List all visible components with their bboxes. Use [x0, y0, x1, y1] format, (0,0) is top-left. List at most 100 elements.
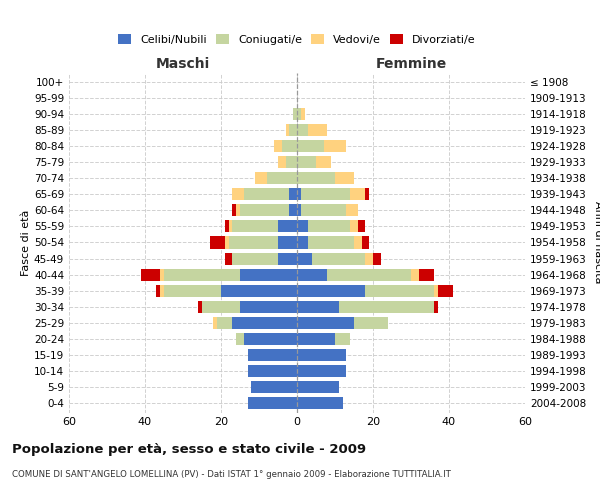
Bar: [297, 397, 343, 409]
Bar: [297, 349, 346, 361]
Bar: [202, 300, 297, 312]
Bar: [236, 332, 297, 344]
Bar: [198, 300, 297, 312]
Bar: [286, 124, 297, 136]
Bar: [240, 300, 297, 312]
Bar: [232, 316, 297, 328]
Bar: [232, 220, 297, 232]
Bar: [297, 236, 369, 248]
Bar: [297, 300, 434, 312]
Bar: [297, 172, 354, 184]
Bar: [297, 156, 316, 168]
Bar: [214, 316, 297, 328]
Bar: [297, 252, 312, 264]
Bar: [248, 349, 297, 361]
Bar: [297, 188, 301, 200]
Bar: [297, 381, 339, 393]
Bar: [297, 108, 305, 120]
Bar: [297, 397, 343, 409]
Bar: [289, 124, 297, 136]
Bar: [297, 188, 365, 200]
Bar: [248, 349, 297, 361]
Bar: [164, 268, 297, 280]
Bar: [297, 316, 388, 328]
Bar: [297, 268, 434, 280]
Bar: [229, 236, 297, 248]
Bar: [278, 220, 297, 232]
Bar: [297, 316, 388, 328]
Bar: [297, 365, 346, 377]
Bar: [289, 204, 297, 216]
Bar: [297, 236, 362, 248]
Bar: [297, 268, 419, 280]
Bar: [286, 156, 297, 168]
Bar: [209, 236, 297, 248]
Bar: [255, 172, 297, 184]
Bar: [297, 124, 328, 136]
Bar: [225, 252, 297, 264]
Bar: [244, 332, 297, 344]
Bar: [297, 204, 358, 216]
Text: Femmine: Femmine: [376, 57, 446, 71]
Bar: [297, 381, 339, 393]
Bar: [297, 252, 380, 264]
Y-axis label: Fasce di età: Fasce di età: [21, 210, 31, 276]
Bar: [282, 140, 297, 152]
Bar: [297, 332, 350, 344]
Bar: [274, 140, 297, 152]
Bar: [251, 381, 297, 393]
Bar: [297, 365, 346, 377]
Bar: [248, 365, 297, 377]
Bar: [289, 188, 297, 200]
Bar: [232, 252, 297, 264]
Bar: [297, 172, 354, 184]
Bar: [248, 397, 297, 409]
Bar: [297, 124, 328, 136]
Bar: [293, 108, 297, 120]
Bar: [278, 252, 297, 264]
Bar: [297, 172, 335, 184]
Bar: [240, 204, 297, 216]
Bar: [232, 188, 297, 200]
Bar: [236, 332, 297, 344]
Bar: [278, 156, 297, 168]
Bar: [297, 156, 331, 168]
Bar: [297, 300, 437, 312]
Bar: [297, 397, 343, 409]
Bar: [232, 252, 297, 264]
Bar: [217, 316, 297, 328]
Bar: [214, 316, 297, 328]
Bar: [251, 381, 297, 393]
Bar: [297, 349, 346, 361]
Text: COMUNE DI SANT'ANGELO LOMELLINA (PV) - Dati ISTAT 1° gennaio 2009 - Elaborazione: COMUNE DI SANT'ANGELO LOMELLINA (PV) - D…: [12, 470, 451, 479]
Bar: [229, 220, 297, 232]
Bar: [297, 140, 346, 152]
Bar: [297, 220, 308, 232]
Bar: [225, 236, 297, 248]
Text: Maschi: Maschi: [156, 57, 210, 71]
Bar: [248, 397, 297, 409]
Bar: [297, 284, 453, 296]
Bar: [297, 236, 354, 248]
Bar: [278, 156, 297, 168]
Bar: [236, 204, 297, 216]
Bar: [297, 204, 346, 216]
Bar: [240, 268, 297, 280]
Bar: [297, 284, 434, 296]
Bar: [297, 332, 335, 344]
Bar: [293, 108, 297, 120]
Bar: [297, 284, 437, 296]
Bar: [297, 365, 346, 377]
Bar: [297, 316, 388, 328]
Bar: [274, 140, 297, 152]
Bar: [297, 220, 350, 232]
Bar: [297, 108, 301, 120]
Bar: [202, 300, 297, 312]
Bar: [293, 108, 297, 120]
Bar: [297, 188, 369, 200]
Bar: [297, 204, 358, 216]
Bar: [297, 349, 346, 361]
Bar: [297, 188, 350, 200]
Bar: [286, 124, 297, 136]
Bar: [248, 365, 297, 377]
